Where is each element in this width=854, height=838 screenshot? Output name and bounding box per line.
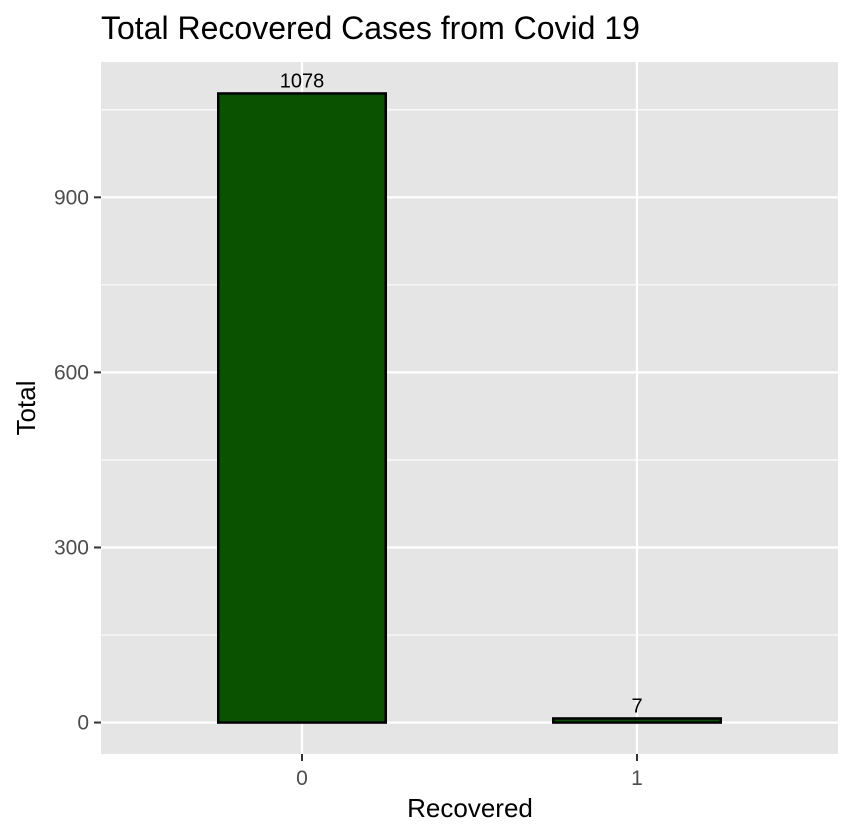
data-label-0: 1078: [280, 70, 325, 92]
y-tick-label: 0: [77, 712, 89, 735]
data-labels: 1078 7: [280, 70, 643, 717]
y-axis: 0 300 600 900: [54, 186, 101, 735]
y-tick-label: 900: [54, 186, 89, 209]
y-tick-label: 300: [54, 536, 89, 559]
bars: [217, 92, 722, 724]
y-tick-label: 600: [54, 361, 89, 384]
bar-1: [552, 717, 722, 724]
y-axis-title: Total: [11, 381, 41, 436]
x-axis-title: Recovered: [407, 793, 533, 823]
chart-title: Total Recovered Cases from Covid 19: [101, 10, 640, 46]
bar-0: [217, 92, 387, 724]
x-tick-label: 0: [296, 767, 308, 790]
data-label-1: 7: [631, 695, 642, 717]
plot-panel: [101, 62, 838, 754]
x-tick-label: 1: [631, 767, 643, 790]
